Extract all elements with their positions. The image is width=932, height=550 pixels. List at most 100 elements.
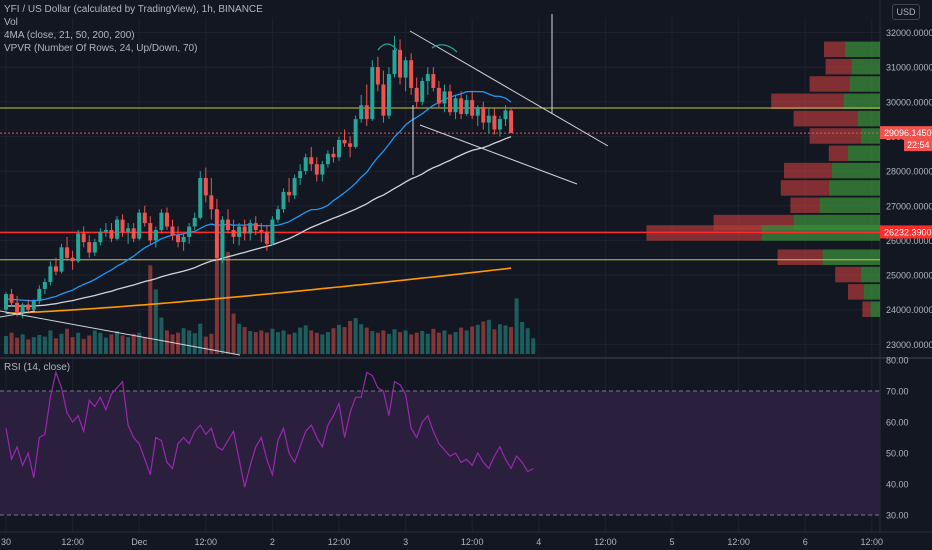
vp-up-bar (870, 301, 880, 317)
volume-bar (120, 335, 125, 354)
time-tick-label: 12:00 (328, 537, 351, 547)
volume-bar (53, 338, 58, 354)
candle-body (109, 230, 114, 239)
rsi-line (5, 370, 534, 488)
volume-bar (153, 289, 158, 354)
vp-down-bar (809, 76, 850, 92)
candle-body (153, 230, 158, 241)
vp-up-bar (851, 58, 880, 75)
rsi-tick-label: 40.00 (886, 480, 909, 490)
axes: 32000.00000031000.00000030000.0000002900… (1, 28, 932, 547)
candle-body (131, 228, 136, 239)
candle-body (481, 106, 486, 123)
candle-body (364, 105, 369, 120)
hline-price-badge (880, 225, 932, 239)
volume-bar (203, 336, 208, 354)
volume-bar (331, 328, 336, 354)
volume-bar (370, 331, 375, 354)
volume-bar (481, 321, 486, 354)
candle-body (420, 81, 425, 102)
volume-bar (98, 332, 103, 354)
candle-body (503, 110, 508, 120)
candle-body (375, 67, 380, 85)
time-tick-label: 2 (270, 537, 275, 547)
candle-body (192, 217, 197, 227)
vol-legend: Vol (4, 17, 18, 28)
volume-bar (525, 328, 530, 354)
trendline-drawings[interactable] (0, 14, 609, 356)
volume-bar (192, 333, 197, 354)
rsi-tick-label: 70.00 (886, 387, 909, 397)
volume-bar (275, 332, 280, 354)
candle-body (126, 228, 131, 232)
volume-bar (70, 337, 75, 354)
vp-up-bar (857, 110, 880, 127)
vp-down-bar (828, 145, 848, 162)
currency-button[interactable]: USD (892, 4, 920, 20)
volume-bar (448, 334, 452, 354)
candle-body (342, 139, 347, 144)
candle-body (15, 302, 20, 314)
price-tick-label: 28000.000000 (886, 167, 932, 177)
time-tick-label: 4 (536, 537, 541, 547)
candle-body (170, 226, 175, 236)
candle-body (275, 209, 280, 220)
volume-bar (464, 330, 469, 354)
volume-bar (309, 330, 314, 354)
candle-body (42, 281, 47, 289)
rsi-pane (0, 390, 880, 516)
volume-bar (159, 317, 164, 354)
time-tick-label: 12:00 (61, 537, 84, 547)
vp-up-bar (832, 162, 880, 179)
price-tick-label: 27000.000000 (886, 201, 932, 211)
vp-up-bar (860, 128, 880, 144)
candle-body (76, 233, 81, 262)
vp-up-bar (828, 180, 880, 196)
candle-body (431, 74, 436, 88)
volume-bar (303, 325, 308, 354)
volume-bar (509, 327, 514, 354)
head-shoulder-arc-right (431, 44, 458, 53)
volume-bar (187, 330, 192, 354)
candle-body (242, 226, 247, 234)
candle-body (497, 119, 502, 130)
lower-left-trendline (0, 310, 241, 356)
volume-bar (520, 322, 525, 354)
volume-bar (442, 330, 447, 354)
volume-bar (492, 329, 497, 354)
volume-bar (453, 332, 458, 354)
volume-bar (209, 333, 214, 354)
volume-bar (486, 319, 491, 354)
volume-bars (4, 239, 536, 354)
candle-body (31, 301, 36, 310)
volume-bar (214, 253, 219, 354)
rsi-tick-label: 50.00 (886, 449, 909, 459)
time-tick-label: 30 (1, 537, 11, 547)
candle-body (453, 98, 458, 113)
candle-body (87, 242, 92, 253)
candle-body (209, 195, 214, 210)
candle-body (59, 247, 64, 272)
candle-body (159, 212, 164, 231)
volume-bar (531, 338, 536, 354)
vp-down-bar (835, 266, 861, 283)
price-tick-label: 26000.000000 (886, 236, 932, 246)
volume-bar (142, 337, 147, 354)
volume-bar (65, 328, 70, 354)
volume-bar (514, 298, 519, 354)
horizontal-lines[interactable] (0, 107, 880, 261)
time-tick-label: 12:00 (727, 537, 750, 547)
volume-bar (198, 323, 203, 354)
volume-bar (9, 332, 14, 354)
candle-body (92, 242, 97, 253)
volume-bar (109, 334, 114, 354)
volume-bar (359, 324, 364, 354)
volume-bar (270, 328, 275, 354)
volume-bar (115, 331, 119, 354)
volume-bar (126, 337, 131, 354)
volume-bar (325, 332, 330, 354)
candle-body (137, 212, 142, 239)
candle-body (37, 288, 42, 302)
vp-up-bar (822, 249, 880, 265)
